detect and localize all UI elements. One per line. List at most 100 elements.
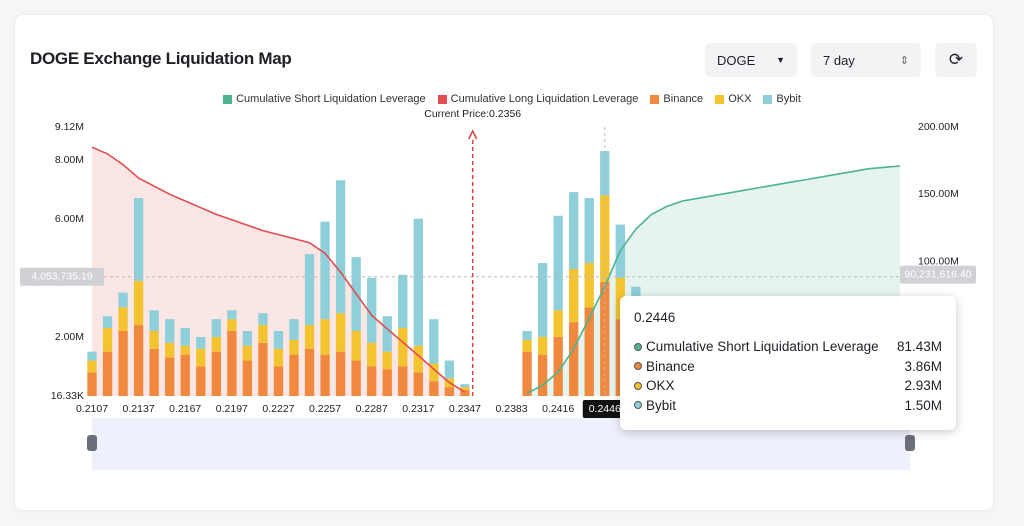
tooltip-name: Bybit bbox=[646, 397, 677, 413]
y2-tick-label: 200.00M bbox=[918, 121, 959, 133]
bar-segment bbox=[211, 336, 221, 352]
dropdown-caret: ▼ bbox=[776, 55, 785, 65]
crosshair-label-box bbox=[20, 267, 104, 286]
bar-segment bbox=[367, 366, 377, 396]
bar-segment bbox=[569, 192, 579, 269]
bar-segment bbox=[460, 387, 470, 391]
bar-segment bbox=[273, 348, 284, 367]
bar-segment bbox=[118, 307, 128, 331]
bar-segment bbox=[569, 268, 579, 323]
x-tick-label: 0.2107 bbox=[76, 403, 108, 415]
bar-segment bbox=[351, 330, 361, 361]
bar-segment bbox=[149, 330, 159, 349]
legend-label: Cumulative Long Liquidation Leverage bbox=[450, 93, 639, 105]
x-tick-label: 0.2347 bbox=[449, 403, 481, 415]
y2-tick-label: 100.00M bbox=[918, 255, 959, 267]
period-select[interactable]: 7 day ⇕ bbox=[811, 43, 921, 77]
zoom-handle bbox=[87, 435, 97, 451]
bar-segment bbox=[304, 254, 315, 326]
bar-segment bbox=[429, 363, 439, 382]
bar-segment bbox=[196, 336, 206, 349]
crosshair-label: 4,053,735.19 bbox=[31, 270, 92, 282]
current-price-label: Current Price:0.2356 bbox=[424, 108, 521, 120]
x-tick-label: 0.2416 bbox=[542, 403, 574, 415]
legend-swatch bbox=[650, 94, 660, 104]
refresh-button[interactable]: ⟳ bbox=[935, 43, 977, 77]
x-tick-label: 0.2197 bbox=[216, 403, 248, 415]
bar-segment bbox=[102, 351, 113, 396]
bar-segment bbox=[584, 198, 594, 264]
legend-item[interactable]: Cumulative Long Liquidation Leverage bbox=[437, 93, 639, 105]
legend-item[interactable]: Binance bbox=[650, 93, 703, 105]
x-tick-label: 0.2383 bbox=[495, 403, 527, 415]
y-tick-label: 2.00M bbox=[55, 331, 84, 343]
y2-tick-label: 150.00M bbox=[918, 188, 959, 200]
period-value: 7 day bbox=[823, 52, 855, 68]
bar-segment bbox=[382, 351, 392, 370]
y-tick-label: 8.00M bbox=[55, 154, 84, 166]
tooltip-dot bbox=[634, 381, 642, 390]
bar-segment bbox=[382, 369, 392, 396]
legend-item[interactable]: Bybit bbox=[763, 93, 801, 105]
legend-label: Bybit bbox=[776, 93, 801, 105]
bar-segment bbox=[398, 366, 408, 396]
tooltip-value: 81.43M bbox=[896, 339, 942, 355]
x-tick-label: 0.2257 bbox=[309, 403, 341, 415]
bar-segment bbox=[289, 354, 299, 396]
bar-segment bbox=[149, 348, 159, 396]
bar-segment bbox=[102, 328, 113, 352]
legend-swatch bbox=[763, 94, 773, 104]
bar-segment bbox=[180, 354, 190, 396]
cumulative-line bbox=[91, 146, 466, 393]
bar-segment bbox=[351, 360, 361, 396]
bar-segment bbox=[335, 351, 346, 396]
bar-segment bbox=[258, 342, 268, 396]
bar-segment bbox=[211, 351, 221, 396]
bar-segment bbox=[165, 319, 175, 343]
bar-segment bbox=[584, 307, 594, 396]
bar-segment bbox=[227, 330, 237, 396]
bar-segment bbox=[258, 313, 268, 326]
bar-segment bbox=[165, 342, 175, 358]
bar-segment bbox=[273, 330, 284, 349]
bar-segment bbox=[460, 384, 470, 388]
bar-segment bbox=[429, 381, 439, 396]
tooltip-dot bbox=[634, 342, 642, 351]
bar-segment bbox=[211, 319, 221, 337]
legend-item[interactable]: Cumulative Short Liquidation Leverage bbox=[223, 93, 426, 105]
bar-segment bbox=[367, 342, 377, 367]
tooltip-row: OKX 2.93M bbox=[634, 376, 942, 396]
bar-segment bbox=[289, 319, 299, 340]
legend-item[interactable]: OKX bbox=[715, 93, 751, 105]
bar-segment bbox=[227, 319, 237, 331]
crosshair-label-box bbox=[900, 265, 976, 284]
symbol-select[interactable]: DOGE ▼ bbox=[705, 43, 797, 77]
bar-segment bbox=[522, 330, 532, 340]
bar-segment bbox=[242, 345, 253, 361]
legend-swatch bbox=[715, 94, 725, 104]
tooltip-title: 0.2446 bbox=[634, 310, 676, 325]
legend-label: Binance bbox=[663, 93, 704, 105]
x-tick-label: 0.2446 bbox=[589, 403, 621, 415]
bar-segment bbox=[320, 319, 330, 355]
bar-segment bbox=[522, 351, 532, 396]
bar-segment bbox=[537, 336, 548, 355]
bar-segment bbox=[429, 319, 439, 364]
x-tick-label: 0.2227 bbox=[262, 403, 294, 415]
bar-segment bbox=[304, 348, 315, 396]
y-tick-label: 6.00M bbox=[55, 213, 84, 225]
bar-segment bbox=[320, 354, 330, 396]
bar-segment bbox=[320, 221, 330, 320]
current-price-arrow bbox=[468, 129, 478, 140]
tooltip-dot bbox=[634, 401, 642, 410]
bar-segment bbox=[289, 339, 299, 355]
bar-segment bbox=[382, 316, 392, 352]
bar-segment bbox=[600, 195, 610, 282]
legend-label: OKX bbox=[728, 93, 752, 105]
tooltip-row: Bybit 1.50M bbox=[634, 396, 942, 416]
bar-segment bbox=[413, 218, 423, 346]
tooltip: 0.2446 Cumulative Short Liquidation Leve… bbox=[620, 296, 956, 430]
x-tick-label: 0.2317 bbox=[402, 403, 434, 415]
bar-segment bbox=[537, 263, 548, 337]
